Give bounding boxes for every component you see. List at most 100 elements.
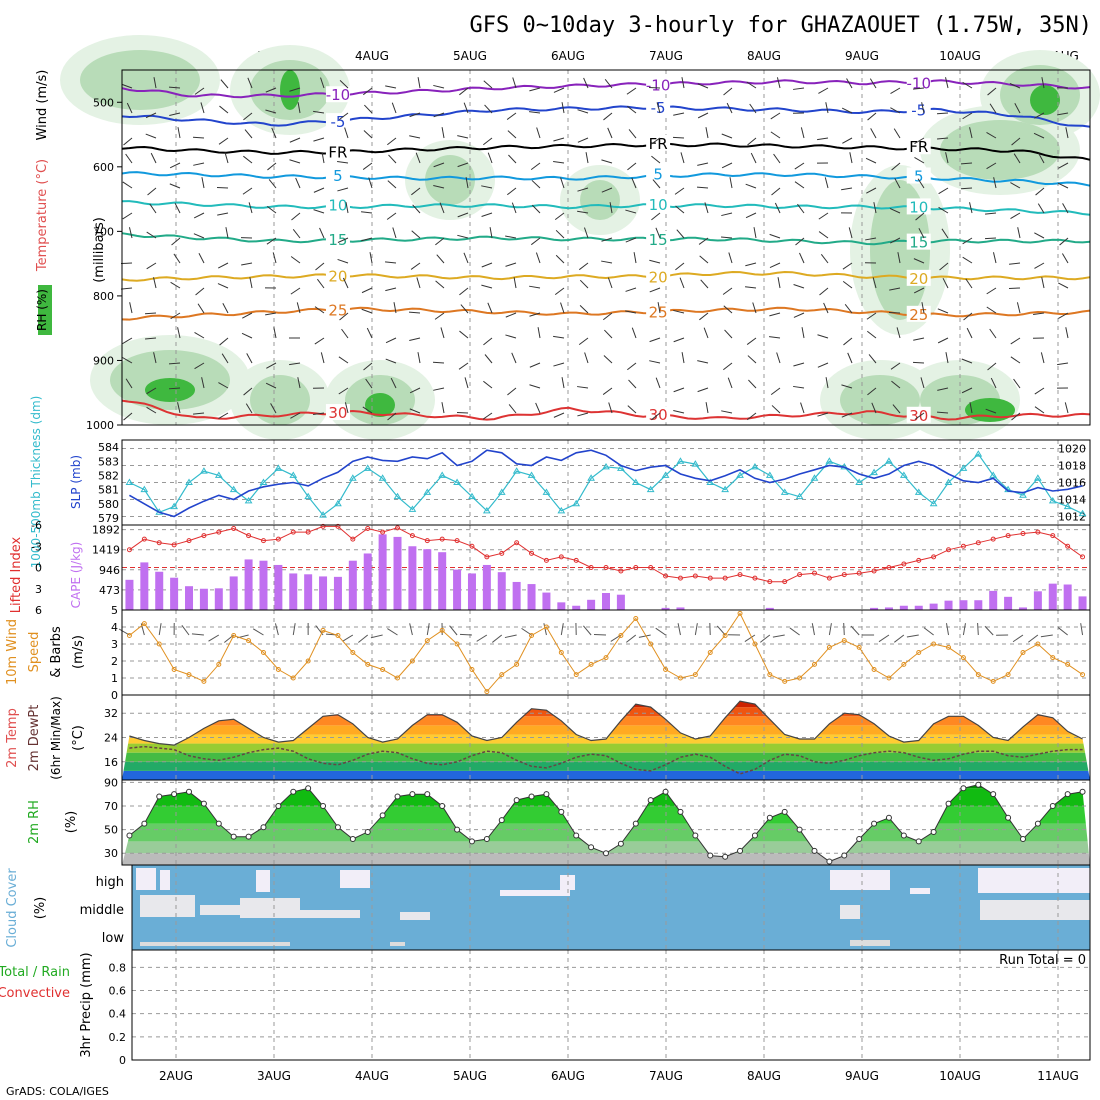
wind-barb [337, 187, 349, 192]
thickness-point [676, 457, 685, 464]
rh2m-axis-label: 2m RH [27, 800, 42, 844]
wind-barb [937, 308, 949, 314]
wind-barb [268, 179, 277, 189]
wind-barb [217, 283, 229, 289]
wind-barb [150, 152, 157, 164]
wind10-barb [1080, 623, 1084, 636]
rh-point [930, 828, 937, 835]
wind10-speed-point [856, 644, 862, 650]
wind-barb [171, 237, 181, 246]
rh-point [200, 800, 207, 807]
wind-barb [433, 84, 445, 89]
wind-barb [218, 382, 229, 389]
wind-barb [153, 277, 157, 289]
cape-bar [393, 536, 402, 610]
wind-barb [723, 305, 733, 314]
wind10-barb [894, 634, 905, 643]
lifted-index-point [871, 568, 877, 574]
rh-point [975, 781, 982, 788]
wind-barb [723, 362, 733, 371]
wind-barb [553, 160, 565, 164]
bottom-date-label: 7AUG [649, 1069, 683, 1083]
wind-barb [962, 112, 973, 120]
wind-barb [699, 255, 709, 264]
wind-barb [728, 252, 733, 264]
wind10-speed-point [439, 627, 445, 633]
cape-bar [1004, 596, 1013, 610]
wind-barb [872, 277, 877, 289]
wind10-barb [504, 634, 517, 639]
wind-barb [697, 83, 709, 89]
wind-barb [631, 177, 637, 189]
lifted-index-point [767, 579, 773, 585]
wind-barb [920, 377, 925, 389]
bottom-date-label: 4AUG [355, 1069, 389, 1083]
thickness-point [274, 464, 283, 471]
isotherm-label-bg [646, 134, 671, 151]
wind10-barb [843, 622, 845, 636]
wind10-barb [492, 634, 503, 643]
wind-barb [145, 112, 157, 119]
wind-barb [192, 136, 205, 139]
wind-barb [770, 112, 781, 120]
wind-barb [625, 310, 637, 314]
cloud-high-block [160, 870, 170, 890]
wind-barb [842, 262, 853, 270]
wind-barb [628, 129, 637, 139]
wind-barb [435, 237, 445, 246]
wind-barb [577, 210, 589, 214]
wind10-barb [923, 627, 934, 636]
wind-barb [221, 353, 229, 364]
wind-barb [1013, 378, 1021, 389]
wind-barb [601, 260, 613, 264]
wind-barb [390, 377, 397, 389]
wind10-speed-point [484, 689, 490, 695]
wind-barb [915, 212, 925, 221]
wind-barb [746, 337, 757, 345]
wind-barb [986, 287, 997, 295]
lifted-index-point [439, 536, 445, 542]
isotherm-label: 20 [649, 268, 668, 286]
isotherm-label: 5 [914, 168, 924, 186]
lifted-index-point [156, 540, 162, 546]
top-date-label: 8AUG [747, 49, 781, 63]
wind10-barb [772, 634, 785, 638]
lifted-index-point [126, 547, 132, 553]
cape-bar [974, 600, 983, 610]
thickness-point [185, 478, 193, 485]
wind-barb [412, 204, 421, 214]
wind10-speed-point [290, 675, 296, 681]
rh-band [122, 823, 1090, 842]
lifted-index-point [692, 573, 698, 579]
wind-barb [890, 87, 901, 94]
top-date-label: 5AUG [453, 49, 487, 63]
lifted-index-point [246, 533, 252, 539]
cloud-low-block [140, 942, 290, 946]
wind-barb [537, 327, 541, 339]
wind-barb [724, 329, 733, 339]
wind-barb [913, 287, 925, 294]
wind10-speed-point [663, 667, 669, 672]
wind-barb [794, 162, 805, 170]
rh-point [260, 824, 267, 831]
cape-bar [497, 572, 506, 610]
slp-tick-label: 1014 [1058, 494, 1086, 507]
wind-barb [195, 287, 205, 296]
wind-barb [745, 262, 757, 267]
wind-barb [936, 112, 949, 115]
rh-point [990, 791, 997, 798]
isotherm-label: FR [909, 138, 928, 156]
wind-barb [1057, 362, 1069, 366]
isotherm-label-bg [325, 167, 350, 184]
temp-axis-label: 2m Temp [5, 708, 20, 768]
wind-barb [793, 385, 805, 389]
wind-barb [289, 87, 301, 92]
wind10-tick-label: 3 [111, 638, 118, 651]
wind-barb [338, 356, 349, 364]
wind10-barb [677, 623, 681, 636]
wind-barb [489, 227, 493, 239]
thickness-point [1078, 509, 1087, 517]
wind-barb [825, 102, 829, 114]
wind10-speed-point [499, 672, 505, 678]
cloud-axis-label: Cloud Cover [5, 868, 20, 948]
